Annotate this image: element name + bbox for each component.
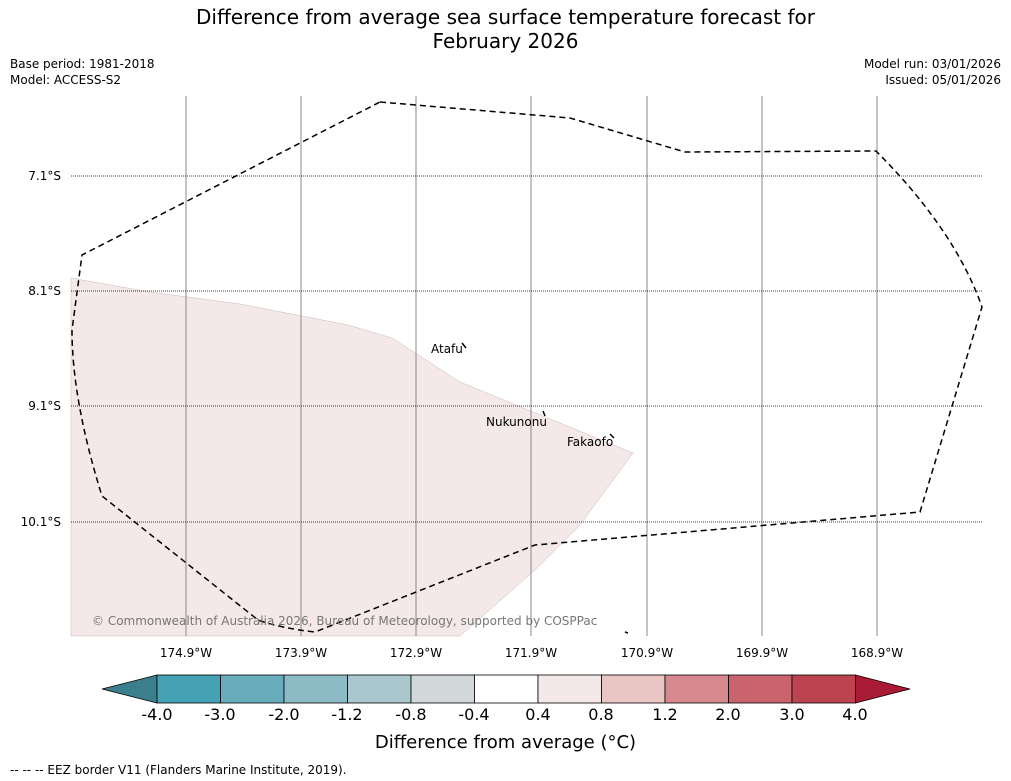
colorbar-tick-10: 3.0 bbox=[779, 705, 805, 724]
colorbar-segment-9 bbox=[728, 674, 793, 704]
lat-label-10-1: 10.1°S bbox=[20, 515, 61, 529]
colorbar-segment-7 bbox=[601, 674, 666, 704]
lon-label-168-9: 168.9°W bbox=[850, 646, 904, 660]
lat-label-7-1: 7.1°S bbox=[28, 169, 61, 183]
copyright-text: © Commonwealth of Australia 2026, Bureau… bbox=[92, 614, 598, 628]
colorbar-tick-8: 1.2 bbox=[652, 705, 678, 724]
model-run-text: Model run: 03/01/2026 bbox=[863, 57, 1001, 71]
colorbar-segment-6 bbox=[537, 674, 602, 704]
lon-label-172-9: 172.9°W bbox=[389, 646, 443, 660]
lon-label-169-9: 169.9°W bbox=[735, 646, 789, 660]
colorbar-tick-3: -1.2 bbox=[331, 705, 363, 724]
colorbar-tick-1: -3.0 bbox=[204, 705, 236, 724]
colorbar-segment-3 bbox=[347, 674, 412, 704]
model-text: Model: ACCESS-S2 bbox=[10, 73, 122, 87]
base-period-text: Base period: 1981-2018 bbox=[10, 57, 155, 71]
small-island-shape bbox=[624, 631, 629, 634]
colorbar-segment-1 bbox=[220, 674, 285, 704]
place-fakaofo: Fakaofo bbox=[567, 435, 614, 449]
map-title: Difference from average sea surface temp… bbox=[0, 5, 1011, 53]
lon-label-170-9: 170.9°W bbox=[620, 646, 674, 660]
map-title-line1: Difference from average sea surface temp… bbox=[195, 5, 815, 29]
colorbar-tick-7: 0.8 bbox=[588, 705, 614, 724]
anomaly-region bbox=[70, 277, 634, 637]
lon-label-171-9: 171.9°W bbox=[504, 646, 558, 660]
colorbar-segment-0 bbox=[156, 674, 221, 704]
atafu-island-shape bbox=[461, 342, 467, 349]
place-nukunonu: Nukunonu bbox=[486, 415, 547, 429]
fakaofo-island-shape bbox=[609, 433, 615, 439]
meta-right: Model run: 03/01/2026 Issued: 05/01/2026 bbox=[864, 56, 1001, 88]
lon-label-174-9: 174.9°W bbox=[159, 646, 213, 660]
lat-label-9-1: 9.1°S bbox=[28, 399, 61, 413]
colorbar-segment-8 bbox=[664, 674, 729, 704]
colorbar-tick-2: -2.0 bbox=[268, 705, 300, 724]
colorbar-low-extend bbox=[101, 674, 158, 704]
lon-label-173-9: 173.9°W bbox=[274, 646, 328, 660]
meridian-lines bbox=[185, 96, 878, 636]
colorbar-tick-6: 0.4 bbox=[525, 705, 551, 724]
meta-left: Base period: 1981-2018 Model: ACCESS-S2 bbox=[10, 56, 155, 88]
colorbar-segment-10 bbox=[791, 674, 856, 704]
colorbar-label: Difference from average (°C) bbox=[374, 732, 637, 753]
colorbar bbox=[101, 674, 911, 704]
colorbar-segment-5 bbox=[474, 674, 539, 704]
colorbar-segment-2 bbox=[283, 674, 348, 704]
map-title-line2: February 2026 bbox=[432, 29, 579, 53]
nukunonu-island-shape bbox=[542, 410, 546, 417]
eez-footnote: -- -- -- EEZ border V11 (Flanders Marine… bbox=[10, 763, 347, 777]
issued-text: Issued: 05/01/2026 bbox=[885, 73, 1001, 87]
colorbar-segment-4 bbox=[410, 674, 475, 704]
colorbar-tick-5: -0.4 bbox=[458, 705, 490, 724]
place-atafu: Atafu bbox=[431, 342, 463, 356]
colorbar-high-extend bbox=[855, 674, 911, 704]
colorbar-tick-11: 4.0 bbox=[842, 705, 868, 724]
colorbar-tick-0: -4.0 bbox=[141, 705, 173, 724]
colorbar-tick-4: -0.8 bbox=[395, 705, 427, 724]
colorbar-tick-9: 2.0 bbox=[715, 705, 741, 724]
lat-label-8-1: 8.1°S bbox=[28, 284, 61, 298]
